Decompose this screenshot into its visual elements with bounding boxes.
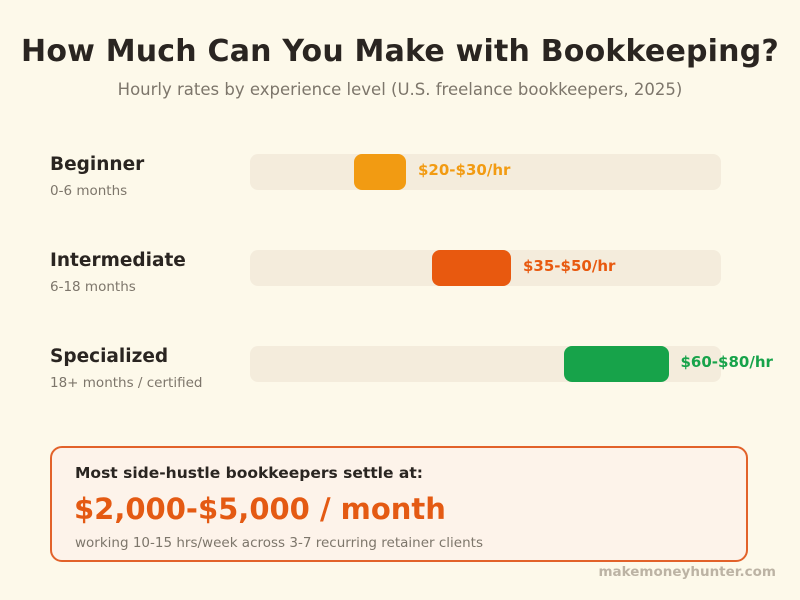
- rate-track: $35-$50/hr: [250, 250, 721, 286]
- level-name: Specialized: [50, 346, 169, 367]
- rate-track: $60-$80/hr: [250, 346, 773, 382]
- rate-row-specialized: Specialized 18+ months / certified $60-$80…: [0, 346, 800, 406]
- level-duration: 6-18 months: [50, 279, 136, 295]
- rate-range-bar: [353, 154, 406, 190]
- rate-range-label: $60-$80/hr: [680, 353, 773, 371]
- rate-range-bar: [563, 346, 669, 382]
- rate-range-label: $35-$50/hr: [523, 257, 616, 275]
- level-duration: 0-6 months: [50, 183, 128, 199]
- rate-row-beginner: Beginner 0-6 months $20-$30/hr: [0, 154, 800, 214]
- rate-track: $20-$30/hr: [250, 154, 721, 190]
- summary-lead: Most side-hustle bookkeepers settle at:: [75, 464, 423, 482]
- level-name: Beginner: [50, 154, 145, 175]
- summary-amount: $2,000-$5,000 / month: [74, 492, 446, 526]
- summary-callout: Most side-hustle bookkeepers settle at: …: [50, 446, 748, 562]
- page-subtitle: Hourly rates by experience level (U.S. f…: [117, 80, 683, 99]
- page-title: How Much Can You Make with Bookkeeping?: [21, 34, 779, 69]
- site-watermark: makemoneyhunter.com: [598, 564, 776, 580]
- level-duration: 18+ months / certified: [50, 375, 203, 391]
- level-name: Intermediate: [50, 250, 186, 271]
- rate-row-intermediate: Intermediate 6-18 months $35-$50/hr: [0, 250, 800, 310]
- rate-range-bar: [432, 250, 511, 286]
- rate-range-label: $20-$30/hr: [418, 161, 511, 179]
- summary-note: working 10-15 hrs/week across 3-7 recurr…: [75, 535, 483, 551]
